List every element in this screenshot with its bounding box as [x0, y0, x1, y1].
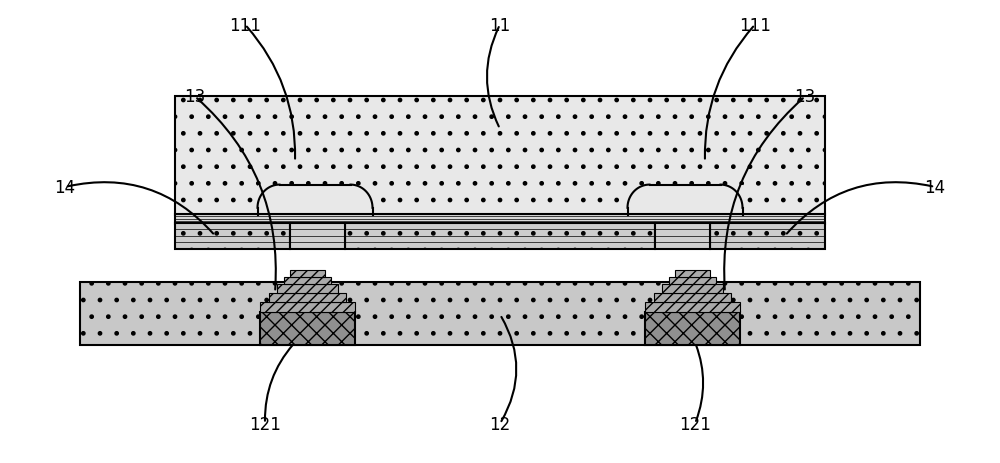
Bar	[175, 97, 825, 215]
Text: 13: 13	[794, 88, 816, 106]
Text: 14: 14	[924, 179, 946, 196]
Bar	[675, 271, 710, 277]
Bar	[260, 302, 355, 313]
Bar	[260, 313, 355, 345]
Bar	[345, 224, 655, 249]
Bar	[290, 271, 325, 277]
Text: 121: 121	[249, 415, 281, 432]
Bar	[269, 293, 346, 302]
Bar	[628, 185, 743, 218]
Bar	[284, 277, 331, 285]
Bar	[277, 285, 338, 293]
Bar	[669, 277, 716, 285]
Text: 13: 13	[184, 88, 206, 106]
Text: 12: 12	[489, 415, 511, 432]
Bar	[710, 224, 825, 249]
Bar	[654, 293, 731, 302]
Bar	[80, 282, 920, 345]
Bar	[662, 285, 723, 293]
Bar	[290, 224, 345, 249]
Bar	[258, 185, 372, 218]
Text: 14: 14	[54, 179, 76, 196]
Bar	[655, 224, 710, 249]
Text: 11: 11	[489, 17, 511, 34]
Bar	[645, 313, 740, 345]
Text: 121: 121	[679, 415, 711, 432]
Bar	[175, 214, 825, 225]
Text: 111: 111	[229, 17, 261, 34]
Bar	[175, 224, 290, 249]
Bar	[645, 302, 740, 313]
Text: 111: 111	[739, 17, 771, 34]
